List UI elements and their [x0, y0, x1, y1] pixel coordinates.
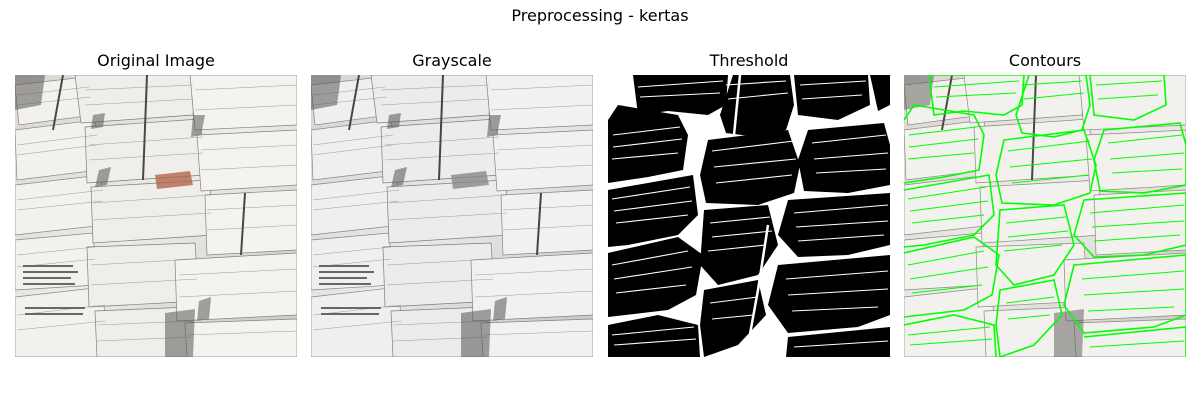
- figure-title: Preprocessing - kertas: [511, 6, 689, 25]
- panel-contours: Contours: [904, 50, 1186, 357]
- panel-grayscale: Grayscale: [311, 50, 593, 357]
- panel-title-contours: Contours: [1008, 51, 1082, 70]
- panel-title-grayscale: Grayscale: [412, 51, 492, 70]
- contours-image: [904, 75, 1186, 357]
- panel-threshold: Threshold: [608, 50, 890, 357]
- original-image: [15, 75, 297, 357]
- panel-title-threshold: Threshold: [709, 51, 789, 70]
- panel-original: Original Image: [15, 50, 297, 357]
- panel-title-original: Original Image: [97, 51, 215, 70]
- grayscale-image: [311, 75, 593, 357]
- threshold-image: [608, 75, 890, 357]
